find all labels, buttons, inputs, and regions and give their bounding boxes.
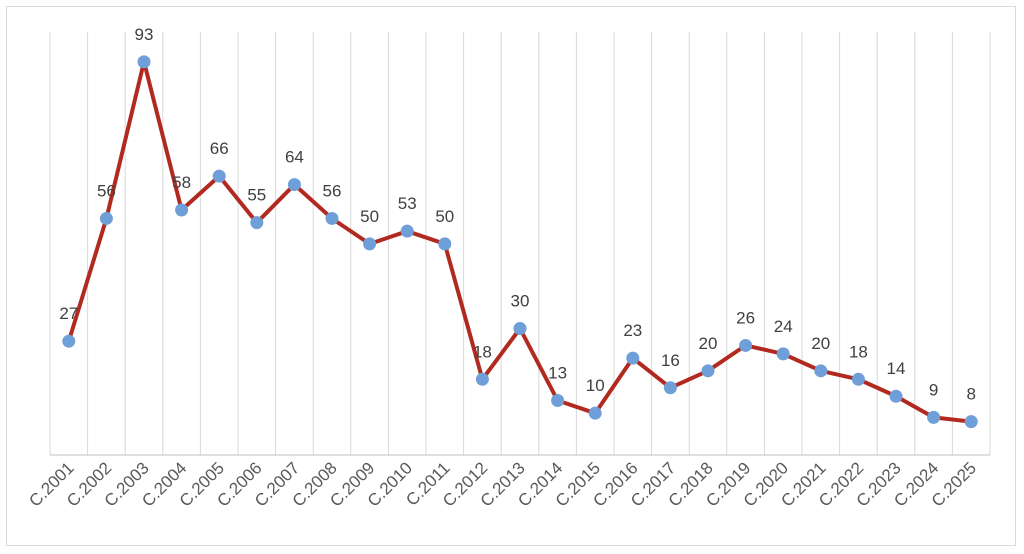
data-label-C.2012: 18 xyxy=(473,342,492,361)
data-label-C.2020: 24 xyxy=(774,317,793,336)
data-label-C.2023: 14 xyxy=(887,359,906,378)
data-point-C.2010 xyxy=(400,224,414,238)
data-label-C.2006: 55 xyxy=(247,186,266,205)
series-layer xyxy=(62,55,978,429)
data-label-C.2011: 50 xyxy=(435,207,454,226)
data-label-C.2018: 20 xyxy=(699,334,718,353)
data-label-C.2016: 23 xyxy=(623,321,642,340)
data-point-C.2009 xyxy=(363,237,377,251)
x-tick-labels: C.2001C.2002C.2003C.2004C.2005C.2006C.20… xyxy=(25,458,980,510)
data-point-C.2015 xyxy=(588,406,602,420)
data-point-C.2025 xyxy=(964,415,978,429)
data-point-C.2018 xyxy=(701,364,715,378)
data-point-C.2004 xyxy=(175,203,189,217)
data-point-C.2019 xyxy=(739,338,753,352)
data-point-C.2002 xyxy=(99,211,113,225)
data-label-C.2003: 93 xyxy=(135,25,154,44)
data-label-C.2019: 26 xyxy=(736,308,755,327)
data-label-C.2015: 10 xyxy=(586,376,605,395)
data-label-C.2004: 58 xyxy=(172,173,191,192)
data-point-C.2023 xyxy=(889,389,903,403)
data-label-C.2010: 53 xyxy=(398,194,417,213)
data-point-C.2005 xyxy=(212,169,226,183)
data-point-C.2016 xyxy=(626,351,640,365)
gridlines xyxy=(49,32,991,455)
data-point-C.2003 xyxy=(137,55,151,69)
data-label-C.2025: 8 xyxy=(966,385,975,404)
data-point-C.2006 xyxy=(250,216,264,230)
data-point-C.2021 xyxy=(814,364,828,378)
data-label-C.2002: 56 xyxy=(97,181,116,200)
data-point-C.2020 xyxy=(776,347,790,361)
data-point-C.2012 xyxy=(475,372,489,386)
data-point-C.2007 xyxy=(287,178,301,192)
data-label-C.2007: 64 xyxy=(285,148,304,167)
data-label-C.2014: 13 xyxy=(548,363,567,382)
data-point-C.2017 xyxy=(663,381,677,395)
chart-frame xyxy=(6,6,1016,546)
data-label-C.2022: 18 xyxy=(849,342,868,361)
data-labels: 27 56 93 58 66 55 64 56 50 53 50 18 30 13 10 23 16 20 26 24… xyxy=(59,25,976,404)
series-line xyxy=(66,59,974,424)
data-label-C.2013: 30 xyxy=(511,292,530,311)
data-label-C.2017: 16 xyxy=(661,351,680,370)
data-point-C.2013 xyxy=(513,322,527,336)
data-label-C.2001: 27 xyxy=(59,304,78,323)
data-point-C.2014 xyxy=(551,393,565,407)
data-point-C.2024 xyxy=(927,410,941,424)
data-point-C.2001 xyxy=(62,334,76,348)
data-point-C.2011 xyxy=(438,237,452,251)
data-label-C.2009: 50 xyxy=(360,207,379,226)
data-point-C.2008 xyxy=(325,211,339,225)
data-label-C.2008: 56 xyxy=(323,181,342,200)
data-label-C.2021: 20 xyxy=(811,334,830,353)
data-point-C.2022 xyxy=(851,372,865,386)
data-label-C.2005: 66 xyxy=(210,139,229,158)
data-label-C.2024: 9 xyxy=(929,380,938,399)
